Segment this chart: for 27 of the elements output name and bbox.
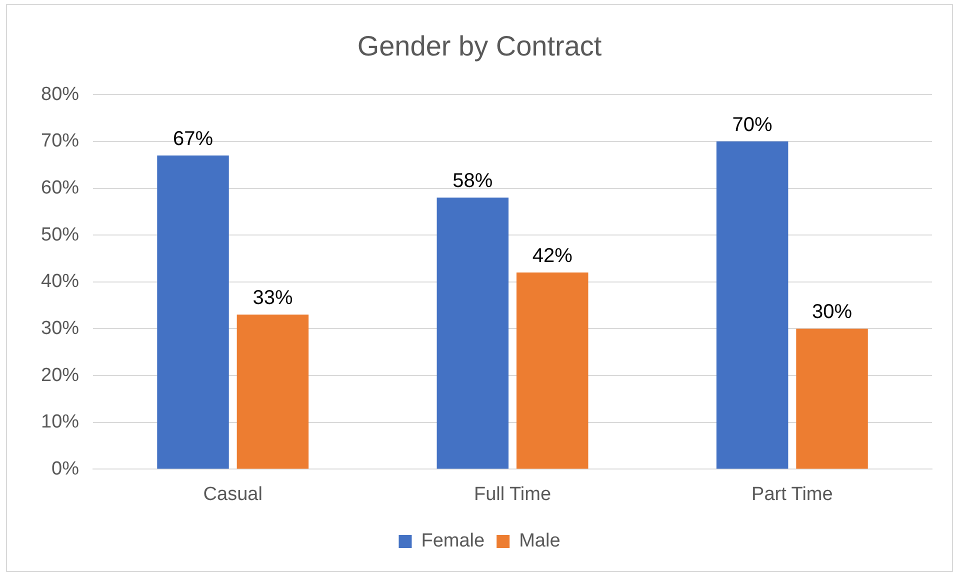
chart-title: Gender by Contract [357, 30, 602, 62]
data-label: 42% [532, 245, 573, 268]
bar [516, 272, 588, 469]
data-label: 70% [732, 114, 773, 136]
bar [236, 314, 309, 469]
bar [436, 198, 509, 469]
y-tick-label: 0% [52, 458, 80, 480]
y-tick-label: 10% [40, 412, 80, 433]
x-tick-label: Full Time [474, 484, 552, 505]
data-label: 67% [172, 128, 214, 150]
bar [716, 141, 788, 469]
x-tick-label: Part Time [752, 484, 833, 505]
legend-label: Female [421, 530, 485, 552]
data-label: 33% [252, 287, 293, 310]
data-label: 58% [452, 170, 493, 192]
y-tick-label: 70% [40, 130, 80, 152]
y-tick-label: 40% [40, 271, 80, 292]
bar [796, 328, 868, 469]
data-label: 30% [812, 301, 852, 324]
legend-label: Male [519, 530, 560, 552]
y-tick-label: 80% [40, 84, 80, 105]
y-tick-label: 20% [40, 364, 80, 386]
y-tick-label: 60% [40, 177, 80, 198]
x-tick-label: Casual [203, 484, 262, 505]
y-tick-label: 50% [40, 224, 80, 246]
bar [157, 155, 229, 469]
y-tick-label: 30% [40, 318, 80, 339]
